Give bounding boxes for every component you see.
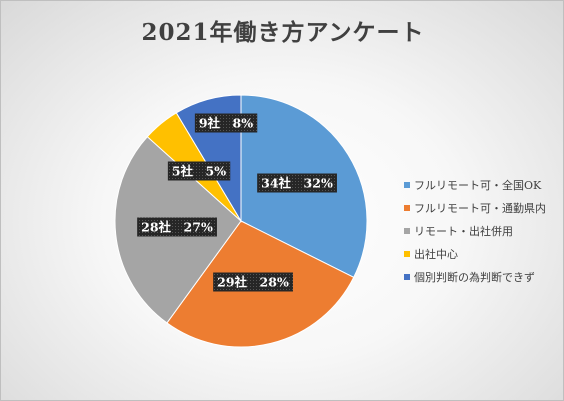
chart-title: 2021年働き方アンケート bbox=[141, 19, 425, 46]
legend-item: フルリモート可・全国OK bbox=[404, 173, 563, 196]
legend-swatch bbox=[404, 227, 410, 234]
data-label-background bbox=[137, 217, 217, 237]
legend-swatch bbox=[404, 204, 410, 211]
legend-item: 個別判断の為判断できず bbox=[404, 265, 563, 288]
data-label-background bbox=[194, 113, 258, 133]
data-label: 5社 5% bbox=[167, 161, 231, 181]
legend-item: リモート・出社併用 bbox=[404, 219, 563, 242]
legend-label: 出社中心 bbox=[414, 247, 458, 261]
legend-label: フルリモート可・全国OK bbox=[414, 178, 542, 192]
data-label-text: 29社 28% bbox=[217, 275, 289, 290]
legend-swatch bbox=[404, 250, 410, 257]
data-label: 9社 8% bbox=[194, 113, 258, 133]
data-label: 28社 27% bbox=[137, 217, 217, 237]
legend-swatch bbox=[404, 273, 410, 280]
legend-item: 出社中心 bbox=[404, 242, 563, 265]
data-label-text: 5社 5% bbox=[172, 164, 226, 179]
data-label-text: 28社 27% bbox=[141, 220, 213, 235]
legend-label: リモート・出社併用 bbox=[414, 224, 513, 238]
data-labels: 34社 32% 29社 28% 28社 27% 5社 5% 9社 8% bbox=[137, 113, 337, 292]
data-label-background bbox=[257, 173, 337, 193]
data-label-background bbox=[167, 161, 231, 181]
legend-label: フルリモート可・通勤県内 bbox=[414, 201, 546, 215]
data-label: 34社 32% bbox=[257, 173, 337, 193]
legend: フルリモート可・全国OK フルリモート可・通勤県内 リモート・出社併用 出社中心… bbox=[404, 173, 563, 288]
data-label: 29社 28% bbox=[213, 272, 293, 292]
legend-swatch bbox=[404, 181, 410, 188]
legend-label: 個別判断の為判断できず bbox=[414, 270, 535, 284]
data-label-background bbox=[213, 272, 293, 292]
legend-item: フルリモート可・通勤県内 bbox=[404, 196, 563, 219]
data-label-text: 9社 8% bbox=[199, 116, 253, 131]
data-label-text: 34社 32% bbox=[261, 176, 333, 191]
